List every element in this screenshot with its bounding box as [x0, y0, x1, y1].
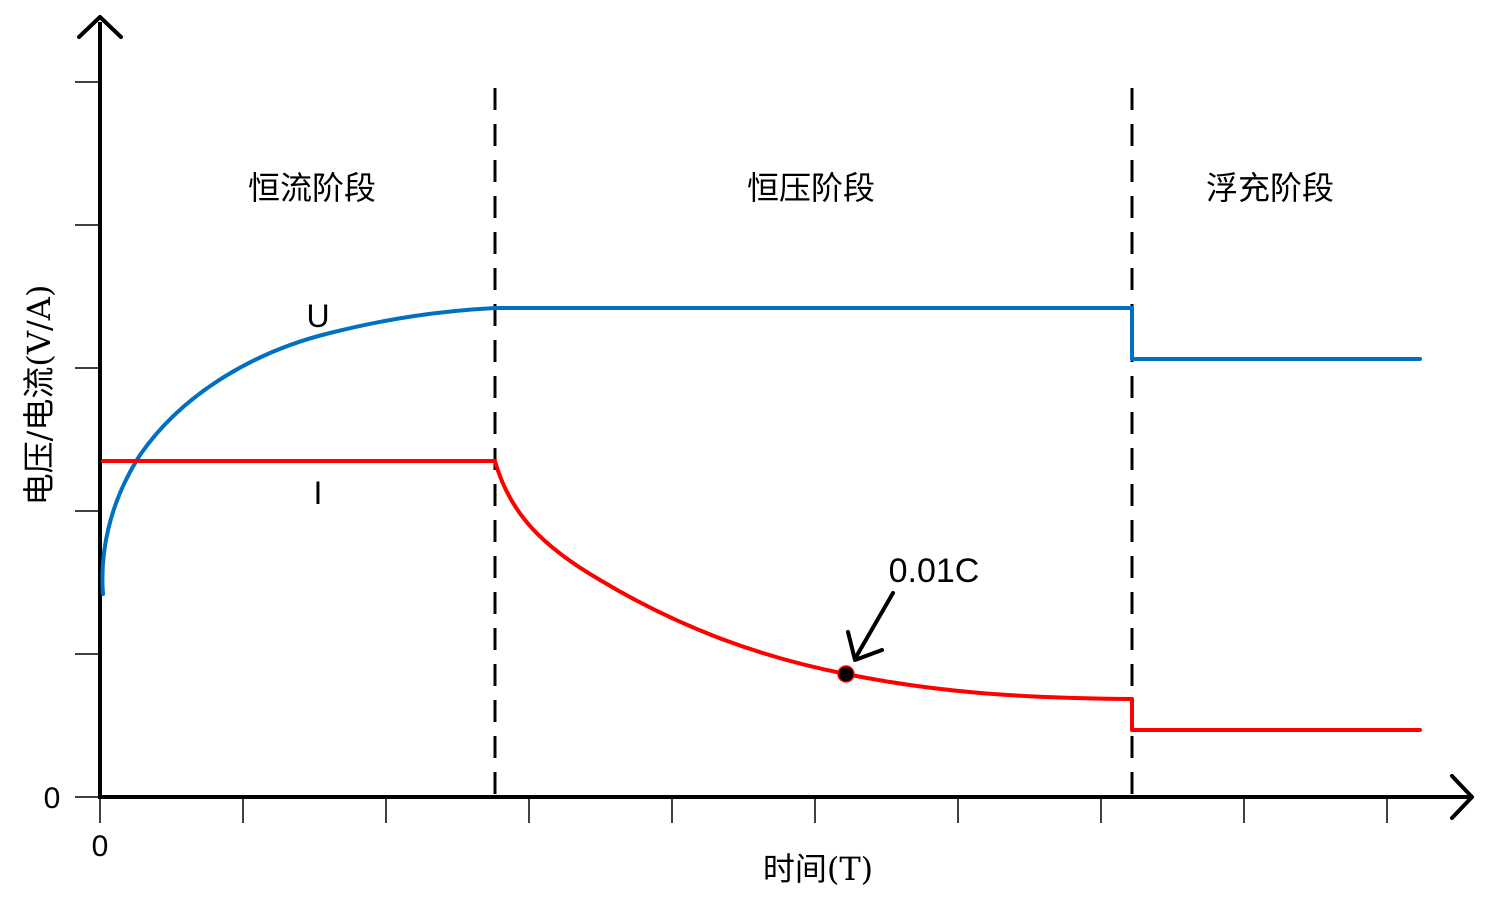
y-axis-ticks	[75, 81, 100, 798]
x-axis-ticks	[99, 797, 1388, 823]
series-label-u: U	[306, 298, 329, 334]
annotation-arrow-shaft	[854, 591, 895, 659]
phase-label-constant-current: 恒流阶段	[248, 169, 376, 207]
phase-label-float: 浮充阶段	[1206, 169, 1334, 207]
series-label-i: I	[314, 475, 323, 511]
x-origin-label: 0	[92, 830, 109, 863]
annotation-arrow-head-icon	[846, 630, 884, 662]
y-axis-arrow-icon	[77, 15, 123, 39]
y-origin-label: 0	[44, 782, 61, 815]
current-curve	[101, 459, 1422, 732]
y-axis-title: 电压/电流(V/A)	[20, 285, 58, 506]
x-axis-arrow-icon	[1450, 774, 1474, 820]
voltage-curve	[100, 306, 1422, 596]
cutoff-point-marker	[837, 665, 855, 683]
annotation-label: 0.01C	[889, 552, 980, 590]
x-axis-title: 时间(T)	[763, 850, 873, 888]
phase-label-constant-voltage: 恒压阶段	[747, 169, 875, 207]
